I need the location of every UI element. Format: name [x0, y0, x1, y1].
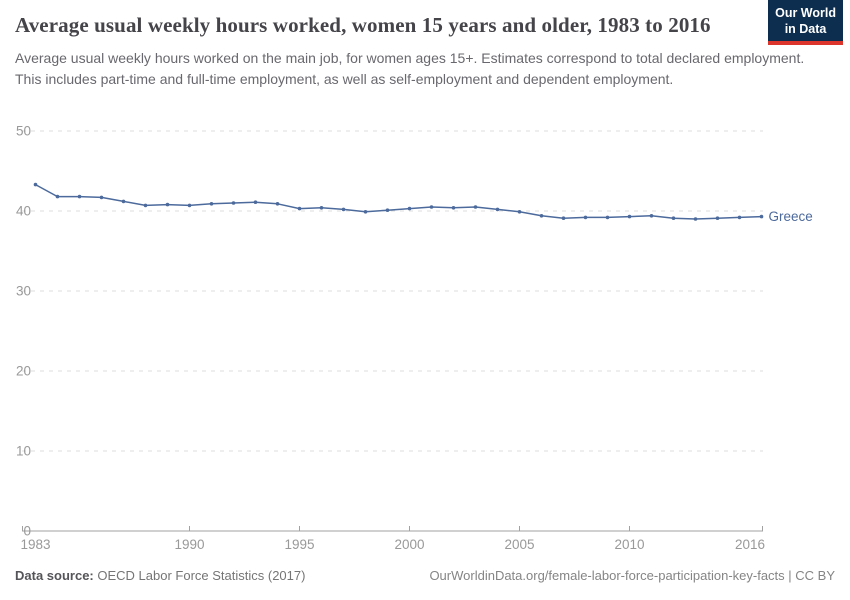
data-point[interactable] [715, 216, 720, 220]
data-point[interactable] [407, 206, 412, 211]
data-point[interactable] [451, 206, 456, 210]
data-point[interactable] [363, 210, 368, 214]
attribution-link[interactable]: OurWorldinData.org/female-labor-force-pa… [429, 568, 835, 583]
data-point[interactable] [297, 206, 302, 211]
series-line[interactable] [35, 183, 762, 220]
x-tick-label: 2010 [614, 537, 644, 552]
data-point[interactable] [759, 214, 764, 219]
data-point[interactable] [253, 200, 258, 204]
chart-area: 0 10 20 30 40 50 1983 1990 1995 2000 2005 2010 2016 G… [0, 115, 850, 555]
data-point[interactable] [627, 214, 632, 219]
data-point[interactable] [495, 207, 500, 212]
data-point[interactable] [187, 203, 192, 208]
x-tick-label: 2005 [504, 537, 534, 552]
data-point[interactable] [231, 201, 236, 205]
data-point[interactable] [561, 216, 566, 220]
owid-logo-line2: in Data [784, 21, 827, 36]
y-tick-label: 0 [23, 524, 31, 539]
data-point[interactable] [33, 182, 38, 187]
y-tick-label: 40 [16, 204, 31, 219]
y-tick-label: 30 [16, 284, 31, 299]
data-point[interactable] [671, 216, 676, 220]
x-tick-label: 2000 [394, 537, 424, 552]
series-end-label[interactable]: Greece [769, 209, 813, 224]
data-point[interactable] [539, 214, 544, 218]
data-point[interactable] [583, 215, 588, 220]
data-point[interactable] [649, 214, 654, 218]
chart-subtitle: Average usual weekly hours worked on the… [15, 50, 805, 88]
x-tick-label: 1995 [284, 537, 314, 552]
data-point[interactable] [341, 207, 346, 212]
data-point[interactable] [275, 202, 280, 206]
line-chart[interactable]: 0 10 20 30 40 50 1983 1990 1995 2000 2005 2010 2016 G… [0, 115, 850, 555]
data-point[interactable] [121, 199, 126, 204]
x-tick-label: 2016 [735, 537, 765, 552]
data-point[interactable] [693, 217, 698, 221]
chart-header: Average usual weekly hours worked, women… [15, 12, 835, 90]
chart-footer: Data source: OECD Labor Force Statistics… [15, 568, 835, 583]
data-point[interactable] [143, 203, 148, 208]
x-tick-label: 1990 [174, 537, 204, 552]
chart-title: Average usual weekly hours worked, women… [15, 13, 711, 37]
data-point[interactable] [99, 195, 104, 200]
data-source-value: OECD Labor Force Statistics (2017) [93, 568, 306, 583]
y-tick-label: 20 [16, 364, 31, 379]
x-tick-label: 1983 [20, 537, 50, 552]
y-tick-label: 50 [16, 124, 31, 139]
data-point[interactable] [165, 202, 170, 207]
data-point[interactable] [77, 194, 82, 199]
data-point[interactable] [517, 210, 522, 214]
owid-logo[interactable]: Our World in Data [768, 0, 843, 46]
data-point[interactable] [473, 205, 478, 209]
data-point[interactable] [319, 206, 324, 210]
data-point[interactable] [605, 215, 610, 220]
y-tick-label: 10 [16, 444, 31, 459]
data-point[interactable] [737, 215, 742, 220]
data-point[interactable] [385, 208, 390, 212]
data-point[interactable] [55, 194, 60, 199]
data-point[interactable] [209, 202, 214, 206]
owid-logo-line1: Our World [775, 6, 836, 20]
data-source: Data source: OECD Labor Force Statistics… [15, 568, 305, 583]
data-source-label: Data source: [15, 568, 94, 583]
data-point[interactable] [429, 205, 434, 209]
